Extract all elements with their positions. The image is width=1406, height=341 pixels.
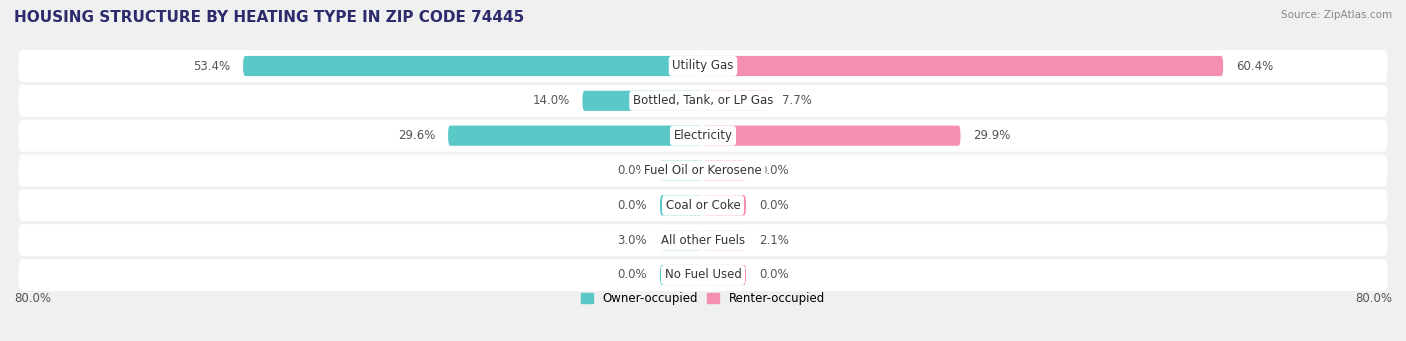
Text: 7.7%: 7.7% [782, 94, 813, 107]
FancyBboxPatch shape [703, 56, 1223, 76]
Text: 80.0%: 80.0% [14, 292, 51, 305]
Text: Coal or Coke: Coal or Coke [665, 199, 741, 212]
FancyBboxPatch shape [703, 125, 960, 146]
Text: HOUSING STRUCTURE BY HEATING TYPE IN ZIP CODE 74445: HOUSING STRUCTURE BY HEATING TYPE IN ZIP… [14, 10, 524, 25]
FancyBboxPatch shape [582, 91, 703, 111]
FancyBboxPatch shape [18, 224, 1388, 256]
Legend: Owner-occupied, Renter-occupied: Owner-occupied, Renter-occupied [576, 287, 830, 310]
Text: Source: ZipAtlas.com: Source: ZipAtlas.com [1281, 10, 1392, 20]
Text: 2.1%: 2.1% [759, 234, 789, 247]
FancyBboxPatch shape [703, 160, 747, 181]
Text: 3.0%: 3.0% [617, 234, 647, 247]
Text: Electricity: Electricity [673, 129, 733, 142]
Text: 0.0%: 0.0% [617, 268, 647, 282]
Text: 80.0%: 80.0% [1355, 292, 1392, 305]
Text: Fuel Oil or Kerosene: Fuel Oil or Kerosene [644, 164, 762, 177]
Text: 29.6%: 29.6% [398, 129, 436, 142]
Text: Utility Gas: Utility Gas [672, 59, 734, 73]
FancyBboxPatch shape [18, 85, 1388, 117]
FancyBboxPatch shape [18, 189, 1388, 221]
Text: 0.0%: 0.0% [759, 199, 789, 212]
FancyBboxPatch shape [18, 259, 1388, 291]
FancyBboxPatch shape [703, 230, 747, 250]
Text: All other Fuels: All other Fuels [661, 234, 745, 247]
FancyBboxPatch shape [703, 91, 769, 111]
Text: 29.9%: 29.9% [973, 129, 1011, 142]
FancyBboxPatch shape [449, 125, 703, 146]
Text: 53.4%: 53.4% [193, 59, 231, 73]
FancyBboxPatch shape [659, 265, 703, 285]
Text: 0.0%: 0.0% [617, 164, 647, 177]
FancyBboxPatch shape [659, 195, 703, 216]
Text: 0.0%: 0.0% [759, 268, 789, 282]
Text: 60.4%: 60.4% [1236, 59, 1274, 73]
Text: No Fuel Used: No Fuel Used [665, 268, 741, 282]
Text: Bottled, Tank, or LP Gas: Bottled, Tank, or LP Gas [633, 94, 773, 107]
FancyBboxPatch shape [659, 230, 703, 250]
Text: 14.0%: 14.0% [533, 94, 569, 107]
FancyBboxPatch shape [659, 160, 703, 181]
FancyBboxPatch shape [18, 154, 1388, 187]
FancyBboxPatch shape [703, 265, 747, 285]
FancyBboxPatch shape [243, 56, 703, 76]
Text: 0.0%: 0.0% [759, 164, 789, 177]
FancyBboxPatch shape [18, 120, 1388, 152]
Text: 0.0%: 0.0% [617, 199, 647, 212]
FancyBboxPatch shape [18, 50, 1388, 82]
FancyBboxPatch shape [703, 195, 747, 216]
